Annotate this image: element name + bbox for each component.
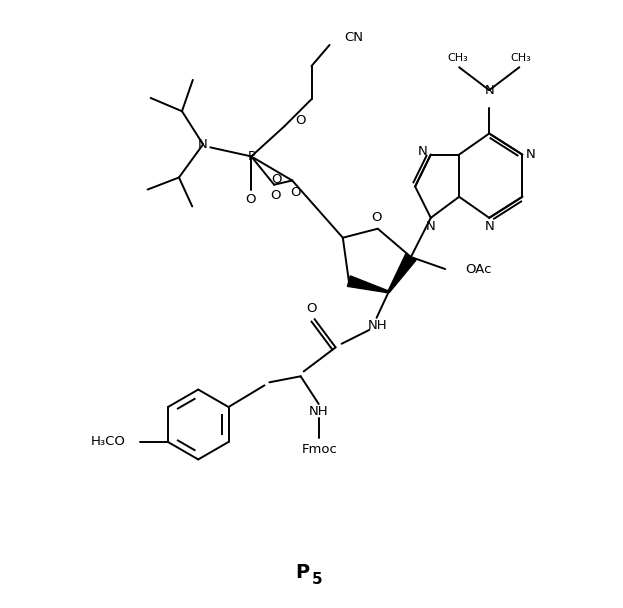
Text: O: O: [371, 212, 382, 224]
Text: O: O: [295, 114, 306, 126]
Text: N: N: [526, 148, 536, 161]
Text: N: N: [484, 84, 494, 97]
Text: 5: 5: [312, 572, 323, 587]
Text: P: P: [247, 150, 255, 163]
Text: O: O: [290, 186, 300, 199]
Text: O: O: [271, 189, 281, 202]
Text: O: O: [245, 193, 255, 206]
Text: P: P: [295, 562, 310, 582]
Text: CN: CN: [345, 31, 364, 44]
Text: N: N: [426, 219, 435, 233]
Polygon shape: [348, 276, 389, 293]
Text: OAc: OAc: [466, 263, 492, 275]
Text: H₃CO: H₃CO: [91, 435, 126, 449]
Text: N: N: [417, 145, 427, 158]
Text: Fmoc: Fmoc: [302, 443, 338, 455]
Text: NH: NH: [309, 405, 328, 418]
Text: O: O: [271, 173, 282, 186]
Text: CH₃: CH₃: [510, 53, 531, 63]
Text: NH: NH: [368, 319, 388, 331]
Text: O: O: [307, 302, 316, 316]
Polygon shape: [388, 254, 416, 292]
Text: N: N: [484, 219, 494, 233]
Text: N: N: [198, 138, 208, 151]
Text: CH₃: CH₃: [447, 53, 468, 63]
